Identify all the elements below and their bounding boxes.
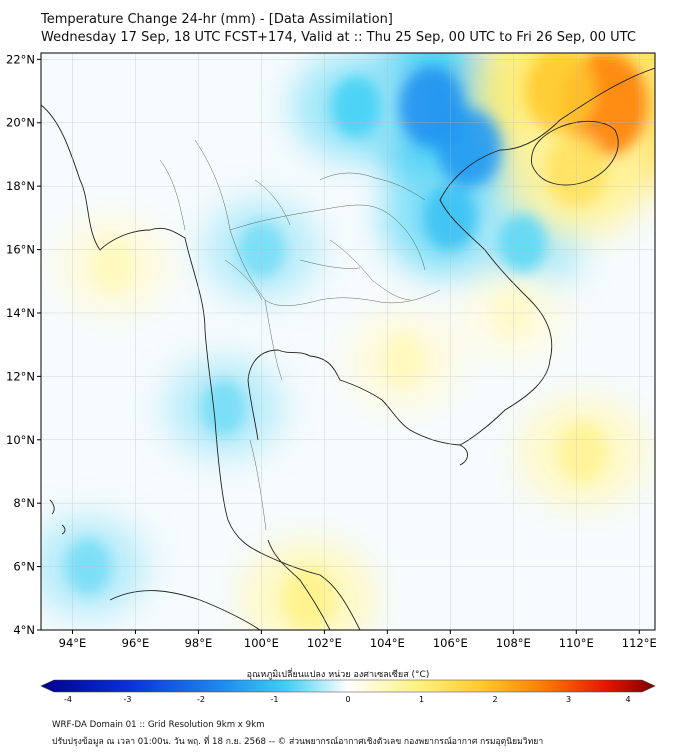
colorbar-gradient bbox=[40, 679, 656, 693]
colorbar-tick-label: -2 bbox=[197, 695, 205, 704]
lon-tick-label: 108°E bbox=[496, 636, 531, 650]
coastline-gulf-of-thailand bbox=[247, 349, 468, 466]
anomaly-core bbox=[200, 379, 247, 437]
colorbar: -4 -3 -2 -1 0 1 2 3 4 bbox=[40, 679, 656, 704]
anomaly-core bbox=[437, 109, 502, 188]
lat-tick-label: 10°N bbox=[6, 433, 35, 447]
coastline-hainan bbox=[531, 120, 619, 186]
lon-tick-label: 104°E bbox=[370, 636, 405, 650]
lon-tick-label: 98°E bbox=[185, 636, 213, 650]
coastline-malay-peninsula bbox=[267, 539, 331, 630]
anomaly-core bbox=[525, 53, 596, 134]
coastlines bbox=[41, 67, 655, 630]
colorbar-label: อุณหภูมิเปลี่ยนแปลง หน่วย องศาเซลเซียส (… bbox=[246, 670, 430, 680]
map-frame bbox=[40, 52, 656, 631]
colorbar-tick-label: 0 bbox=[345, 695, 350, 704]
update-credit: ปรับปรุงข้อมูล ณ เวลา 01:00น. วัน พฤ. ที… bbox=[52, 737, 544, 747]
map-plot-area bbox=[41, 53, 655, 630]
colorbar-tick-label: -4 bbox=[64, 695, 72, 704]
lat-tick-label: 8°N bbox=[13, 496, 35, 510]
colorbar-tick-label: 4 bbox=[625, 695, 630, 704]
colorbar-tick-label: 1 bbox=[419, 695, 424, 704]
coastline-myanmar-west bbox=[41, 104, 361, 630]
lon-tick-label: 106°E bbox=[433, 636, 468, 650]
colorbar-tick-label: -1 bbox=[271, 695, 279, 704]
colorbar-ticks: -4 -3 -2 -1 0 1 2 3 4 bbox=[64, 695, 631, 704]
anomaly-core bbox=[557, 421, 608, 484]
lon-tick-label: 102°E bbox=[307, 636, 342, 650]
model-info: WRF-DA Domain 01 :: Grid Resolution 9km … bbox=[52, 720, 265, 730]
anomaly-core bbox=[381, 333, 426, 388]
lat-tick-label: 18°N bbox=[6, 179, 35, 193]
lon-tick-label: 112°E bbox=[622, 636, 657, 650]
lat-tick-label: 16°N bbox=[6, 243, 35, 257]
colorbar-tick-label: 3 bbox=[566, 695, 571, 704]
graticule bbox=[41, 53, 655, 630]
lat-tick-label: 22°N bbox=[6, 52, 35, 66]
coastline-vietnam bbox=[439, 67, 655, 446]
colorbar-tick-label: 2 bbox=[492, 695, 497, 704]
anomaly-core bbox=[498, 213, 547, 273]
lat-tick-label: 6°N bbox=[13, 560, 35, 574]
lat-tick-label: 14°N bbox=[6, 306, 35, 320]
lon-tick-label: 96°E bbox=[122, 636, 150, 650]
colorbar-tick-label: -3 bbox=[124, 695, 132, 704]
lon-tick-label: 94°E bbox=[59, 636, 87, 650]
map-subtitle: Wednesday 17 Sep, 18 UTC FCST+174, Valid… bbox=[41, 30, 636, 45]
lat-tick-label: 20°N bbox=[6, 116, 35, 130]
map-title: Temperature Change 24-hr (mm) - [Data As… bbox=[41, 12, 393, 27]
admin-boundaries bbox=[159, 139, 441, 531]
anomaly-core bbox=[330, 76, 381, 138]
lat-tick-label: 12°N bbox=[6, 369, 35, 383]
latitude-axis: 22°N 20°N 18°N 16°N 14°N 12°N 10°N 8°N 6°N 4°N bbox=[6, 52, 41, 637]
lon-tick-label: 110°E bbox=[559, 636, 594, 650]
lon-tick-label: 100°E bbox=[244, 636, 279, 650]
longitude-axis: 94°E 96°E 98°E 100°E 102°E 104°E 106°E 108°E 110… bbox=[59, 630, 657, 650]
lat-tick-label: 4°N bbox=[13, 623, 35, 637]
coastline-andaman-islands bbox=[49, 499, 66, 535]
anomaly-core bbox=[282, 566, 335, 630]
anomaly-core bbox=[91, 238, 136, 293]
